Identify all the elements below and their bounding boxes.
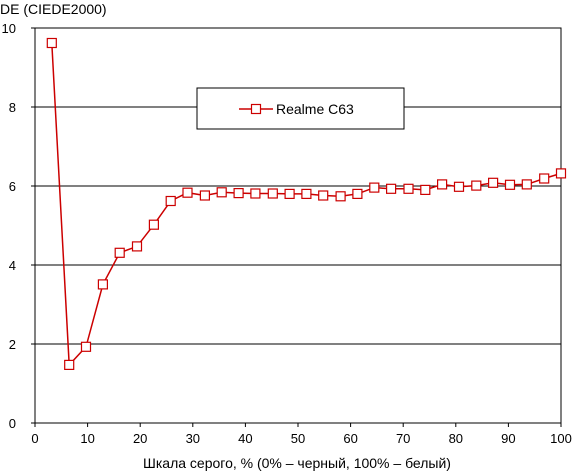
x-tick-label: 40 bbox=[238, 431, 252, 446]
legend: Realme C63 bbox=[196, 87, 405, 130]
data-point bbox=[80, 341, 92, 352]
x-tick-label: 50 bbox=[291, 431, 305, 446]
data-point bbox=[555, 168, 567, 179]
y-tick-label: 10 bbox=[2, 21, 16, 36]
data-point bbox=[318, 190, 329, 201]
x-tick-label: 10 bbox=[80, 431, 94, 446]
x-tick-label: 80 bbox=[449, 431, 463, 446]
data-point bbox=[539, 173, 550, 184]
y-tick-label: 4 bbox=[9, 258, 16, 273]
y-axis-label: DE (CIEDE2000) bbox=[0, 1, 107, 17]
data-point bbox=[301, 188, 312, 199]
data-point bbox=[420, 184, 431, 195]
y-tick-label: 6 bbox=[9, 179, 16, 194]
data-point bbox=[267, 188, 278, 199]
data-point bbox=[437, 179, 448, 190]
data-point bbox=[97, 279, 109, 290]
data-point bbox=[403, 183, 414, 194]
data-point bbox=[386, 183, 397, 194]
data-point bbox=[504, 179, 516, 190]
x-tick-label: 30 bbox=[186, 431, 200, 446]
legend-marker bbox=[250, 103, 262, 115]
data-point bbox=[148, 219, 159, 230]
data-point bbox=[284, 188, 295, 199]
x-axis-label: Шкала серого, % (0% – черный, 100% – бел… bbox=[143, 455, 451, 471]
x-tick-label: 20 bbox=[133, 431, 147, 446]
legend-box bbox=[196, 87, 405, 130]
data-point bbox=[352, 188, 363, 199]
data-point bbox=[488, 177, 499, 188]
data-point bbox=[165, 195, 176, 207]
plot-area bbox=[34, 27, 562, 424]
data-point bbox=[453, 181, 465, 192]
y-tick-label: 0 bbox=[9, 416, 16, 431]
y-tick-label: 2 bbox=[9, 337, 16, 352]
data-point bbox=[216, 187, 227, 198]
series-layer bbox=[46, 37, 567, 370]
y-tick-label: 8 bbox=[9, 100, 16, 115]
data-point bbox=[369, 182, 380, 193]
data-point bbox=[64, 359, 75, 370]
x-tick-label: 0 bbox=[31, 431, 38, 446]
data-point bbox=[471, 180, 482, 191]
data-point bbox=[199, 190, 210, 201]
x-tick-label: 60 bbox=[343, 431, 357, 446]
data-point bbox=[233, 188, 244, 199]
data-point bbox=[335, 191, 346, 202]
data-point bbox=[131, 241, 143, 252]
x-tick-label: 90 bbox=[501, 431, 515, 446]
legend-label: Realme C63 bbox=[276, 101, 354, 117]
data-point bbox=[114, 247, 125, 258]
data-point bbox=[521, 179, 532, 190]
x-tick-label: 70 bbox=[396, 431, 410, 446]
data-point bbox=[250, 188, 261, 199]
data-point bbox=[182, 187, 193, 198]
x-tick-label: 100 bbox=[550, 431, 572, 446]
data-point bbox=[46, 37, 57, 49]
